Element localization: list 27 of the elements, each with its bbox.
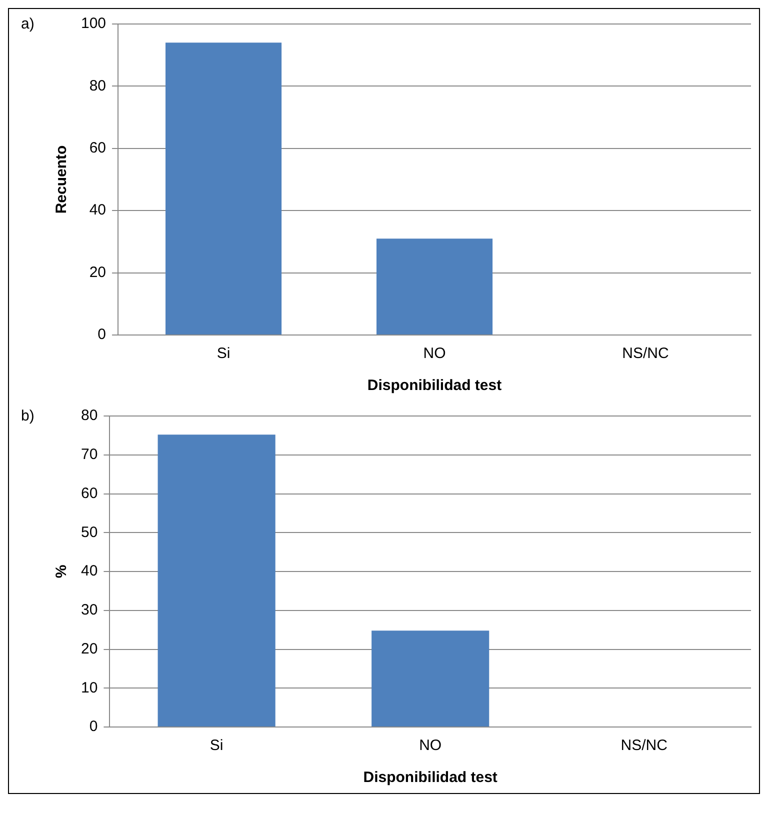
y-tick-label: 70 bbox=[80, 446, 98, 464]
x-axis-title: Disponibilidad test bbox=[363, 769, 498, 786]
y-tick-label: 100 bbox=[80, 15, 106, 32]
x-tick-label: NS/NC bbox=[620, 737, 668, 754]
y-tick-label: 60 bbox=[89, 140, 106, 157]
x-tick-label: NO bbox=[423, 345, 446, 362]
y-axis-title: % bbox=[53, 564, 70, 578]
x-axis-title: Disponibilidad test bbox=[367, 377, 502, 394]
x-tick-label: Si bbox=[216, 345, 230, 362]
y-tick-label: 40 bbox=[89, 202, 106, 219]
y-tick-label: 50 bbox=[80, 524, 98, 541]
y-tick-label: 0 bbox=[98, 326, 106, 344]
text: b) bbox=[21, 408, 34, 425]
y-tick-label: 80 bbox=[89, 77, 106, 94]
x-tick-label: NO bbox=[419, 737, 442, 754]
text: a) bbox=[21, 16, 34, 33]
x-tick-label: Si bbox=[210, 737, 224, 754]
y-tick-label: 20 bbox=[80, 640, 98, 658]
x-tick-label: NS/NC bbox=[622, 345, 670, 362]
y-tick-label: 30 bbox=[80, 602, 98, 619]
y-axis-title: Recuento bbox=[53, 145, 70, 214]
y-tick-label: 0 bbox=[89, 718, 98, 736]
y-tick-label: 80 bbox=[80, 407, 98, 424]
y-tick-label: 60 bbox=[80, 484, 98, 502]
y-tick-label: 40 bbox=[80, 562, 98, 580]
y-tick-label: 10 bbox=[80, 679, 98, 696]
y-tick-label: 20 bbox=[89, 264, 106, 281]
